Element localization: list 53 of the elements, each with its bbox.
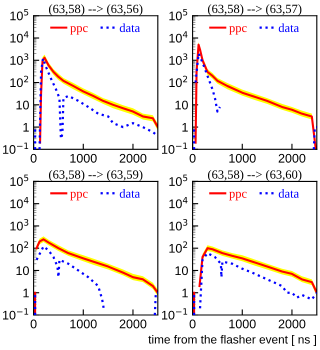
y-tick-label: 10$^{3}$ — [10, 53, 28, 65]
y-tick-label: 10$^{3}$ — [169, 219, 188, 230]
y-tick-label: 1 — [23, 123, 29, 132]
text: ppc — [229, 192, 247, 200]
x-axis-title: time from the flasher event [ ns ] — [148, 334, 316, 346]
legend-label: data — [278, 23, 299, 32]
y-tick-label: 10$^{5}$ — [10, 9, 28, 20]
y-tick-label: 10$^{2}$ — [10, 76, 28, 88]
y-tick-label: 10$^{5}$ — [169, 9, 188, 20]
y-tick-label: 10 — [16, 100, 29, 110]
y-tick-label: 1 — [182, 123, 188, 132]
legend-label: ppc — [70, 26, 88, 35]
y-tick-label: 1 — [23, 288, 29, 298]
y-tick-label: 10 — [175, 266, 188, 276]
x-tick-label: 1000 — [70, 319, 97, 328]
x-tick-label: 0 — [30, 154, 37, 163]
y-tick-label: 10$^{3}$ — [10, 219, 28, 230]
y-tick-label: 10$^{2}$ — [169, 76, 188, 88]
x-tick-label: 2000 — [120, 154, 146, 163]
y-tick-label: 10$^{−1}$ — [3, 142, 28, 154]
legend-label: data — [120, 23, 140, 32]
x-tick-label: 1000 — [70, 154, 97, 163]
y-tick-label: 10$^{2}$ — [10, 241, 28, 253]
x-tick-label: 2000 — [120, 319, 146, 328]
y-tick-label: 10$^{4}$ — [10, 31, 29, 43]
chart-title: (63,58) --> (63,57) — [208, 4, 302, 16]
y-tick-label: 10$^{3}$ — [169, 53, 188, 65]
x-tick-label: 2000 — [278, 319, 306, 328]
y-tick-label: 10$^{5}$ — [10, 174, 28, 186]
x-tick-label: 2000 — [278, 154, 306, 163]
y-tick-label: 10$^{4}$ — [169, 196, 188, 208]
x-tick-label: 0 — [190, 154, 196, 163]
y-tick-label: 10$^{−1}$ — [3, 308, 28, 320]
y-tick-label: 10$^{4}$ — [169, 31, 188, 43]
text: ppc — [229, 26, 247, 35]
x-tick-label: 0 — [190, 319, 196, 328]
y-tick-label: 10$^{2}$ — [169, 241, 188, 253]
legend-label: data — [278, 188, 299, 198]
y-tick-label: 10$^{−1}$ — [162, 142, 188, 154]
x-tick-label: 0 — [30, 319, 37, 328]
y-tick-label: 10$^{5}$ — [169, 174, 188, 186]
legend-label: ppc — [70, 192, 88, 200]
x-tick-label: 1000 — [229, 319, 256, 328]
y-tick-label: 10$^{4}$ — [10, 196, 29, 208]
chart-title: (63,58) --> (63,59) — [48, 170, 142, 182]
legend-label: data — [120, 188, 140, 198]
chart-title: (63,58) --> (63,56) — [48, 4, 142, 16]
y-tick-label: 1 — [182, 288, 188, 298]
y-tick-label: 10 — [175, 100, 188, 110]
x-tick-label: 1000 — [229, 154, 256, 163]
y-tick-label: 10 — [16, 266, 29, 276]
y-tick-label: 10$^{−1}$ — [162, 308, 188, 320]
chart-title: (63,58) --> (63,60) — [208, 170, 302, 182]
